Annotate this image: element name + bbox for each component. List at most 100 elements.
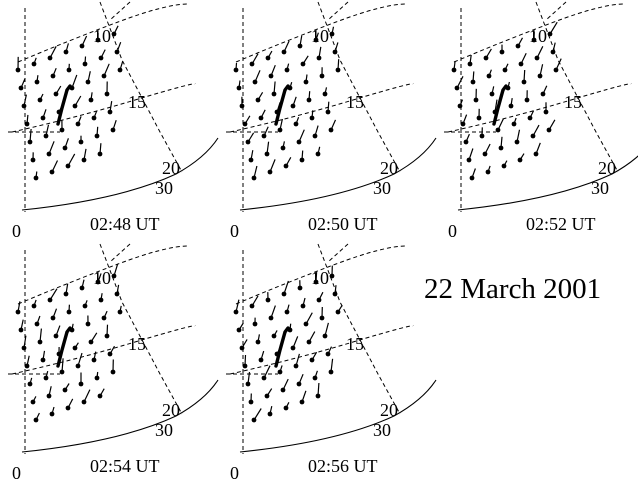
vector-stick [472,71,475,83]
range-arc [21,379,219,453]
vector-stick [535,142,541,155]
vector-stick [99,388,105,397]
label-lat-10: 10 [93,268,111,288]
vector-stick [311,351,318,361]
label-lat-20: 20 [162,158,180,178]
vector-stick [36,75,39,83]
vector-stick [113,25,119,35]
vector-dot [31,303,37,309]
vector-stick [83,389,91,403]
vector-stick [23,335,27,349]
vector-stick [491,86,495,95]
bold-feature [274,84,290,126]
vector-dot [296,381,302,387]
vector-stick [500,136,503,149]
latitude-15-line [11,83,196,133]
panel-time-label: 02:52 UT [526,214,596,234]
vector-stick [235,299,240,313]
vector-stick [324,322,329,337]
label-origin-0: 0 [12,463,21,483]
vector-dot [46,393,52,399]
vector-stick [453,61,456,71]
label-lat-20: 20 [380,400,398,420]
vector-stick [468,148,474,161]
vector-stick [516,129,521,143]
vector-stick [289,323,292,331]
vector-stick [260,350,265,361]
vector-stick [327,346,333,355]
label-lat-10: 10 [529,26,547,46]
vector-stick [51,160,59,173]
longitude-line [99,1,183,173]
vector-stick [45,370,49,379]
vector-stick [285,157,292,167]
vector-stick [26,355,30,367]
vector-stick [295,353,300,367]
latitude-10-line [235,3,407,63]
vector-stick [334,285,337,295]
label-origin-0: 0 [230,221,239,241]
vector-stick [513,117,517,125]
vector-stick [285,402,290,409]
longitude-line [99,243,183,415]
vector-stick [90,92,93,101]
vector-stick [488,69,492,77]
vector-stick [549,21,558,35]
label-lat-10: 10 [311,268,329,288]
vector-stick [49,46,57,59]
panel-time-label: 02:54 UT [90,456,160,476]
vector-stick [99,143,102,155]
label-lat-10: 10 [311,26,329,46]
vector-stick [465,133,470,143]
vector-stick [308,331,316,343]
longitude-line-top [109,243,131,263]
vector-stick [42,350,46,361]
bold-feature [274,326,290,368]
vector-stick [241,339,248,349]
vector-stick [315,272,318,283]
vector-stick [35,171,38,179]
vector-stick [305,312,313,325]
vector-stick [119,305,122,313]
vector-stick [254,70,261,83]
label-origin-0: 0 [230,463,239,483]
vector-stick [61,358,64,373]
vector-stick [67,398,74,409]
vector-stick [324,87,328,95]
vector-stick [253,408,262,421]
vector-stick [273,81,276,95]
vector-stick [106,324,109,337]
vector-stick [510,98,513,107]
vector-stick [279,118,283,131]
vector-stick [282,141,285,149]
vector-dot [94,375,100,381]
vector-stick [302,55,309,65]
vector-stick [298,129,305,143]
vector-stick [49,288,58,301]
vector-stick [238,80,241,89]
vector-stick [314,125,319,137]
vector-stick [109,101,113,113]
vector-stick [266,388,273,397]
vector-stick [45,124,50,137]
label-lat-15: 15 [346,334,364,354]
vector-stick [517,37,524,47]
vector-stick [315,32,319,41]
label-range-30: 30 [591,178,609,198]
vector-dot [78,381,84,387]
vector-stick [29,377,33,385]
latitude-15-line [11,325,196,375]
vector-stick [334,42,339,53]
vector-stick [503,160,508,167]
bold-feature [56,84,72,126]
vector-stick [286,304,290,313]
latitude-15-line [447,83,632,133]
vector-stick [74,342,79,349]
vector-stick [238,322,244,331]
vector-stick [17,301,21,313]
vector-stick [23,94,27,107]
vector-stick [286,63,290,71]
range-arc [21,137,219,211]
